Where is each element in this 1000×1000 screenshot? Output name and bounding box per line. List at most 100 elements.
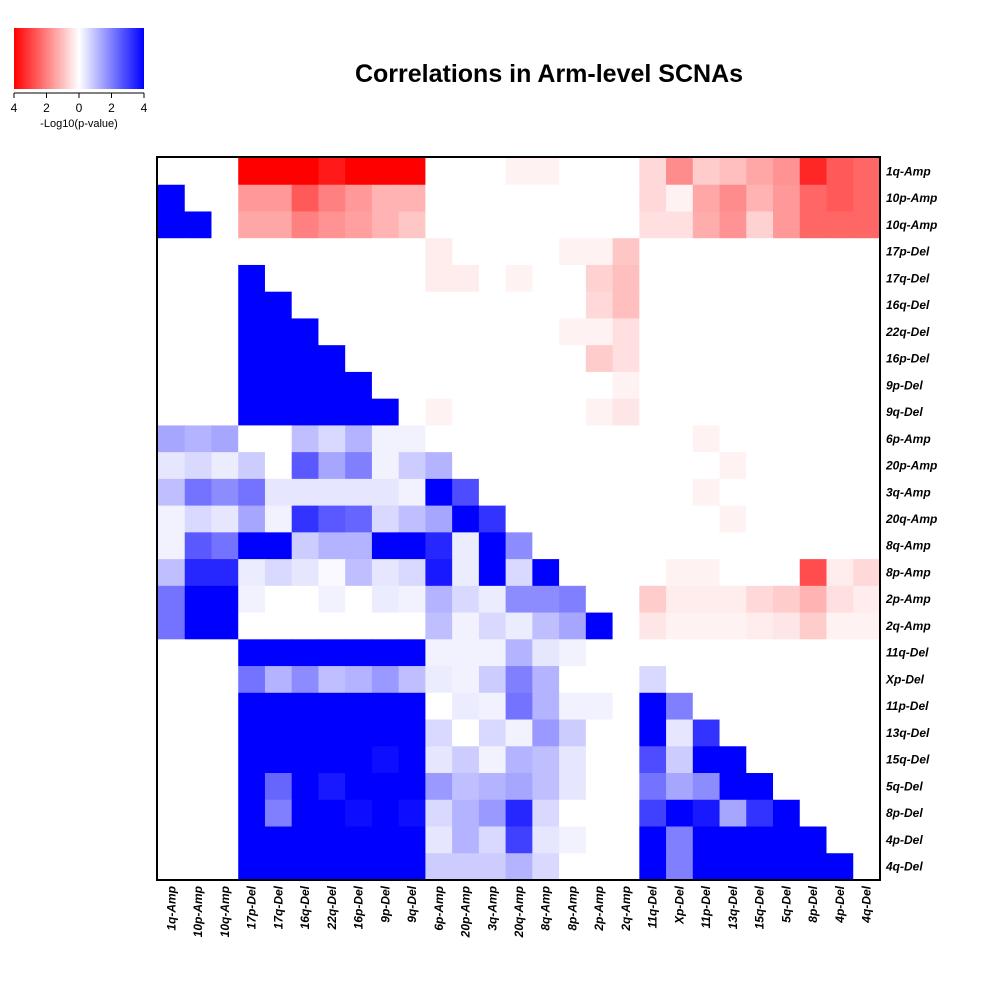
heatmap-cell — [291, 773, 320, 801]
heatmap-cell — [612, 425, 640, 453]
heatmap-cell — [585, 158, 614, 186]
heatmap-cell — [719, 478, 747, 507]
heatmap-cell — [826, 559, 854, 587]
heatmap-cell — [478, 158, 507, 186]
row-label: 9p-Del — [886, 378, 923, 392]
heatmap-cell — [853, 773, 881, 801]
heatmap-cell — [692, 291, 721, 320]
heatmap-cell — [532, 799, 560, 828]
heatmap-cell — [719, 158, 747, 186]
column-label: 22q-Del — [325, 885, 339, 930]
heatmap-cell — [291, 799, 320, 828]
heatmap-cell — [773, 291, 801, 320]
heatmap-cell — [371, 238, 400, 266]
heatmap-cell — [692, 666, 721, 694]
heatmap-cell — [853, 719, 881, 747]
column-label: 16p-Del — [352, 885, 366, 929]
heatmap-cell — [371, 826, 400, 854]
heatmap-cell — [559, 532, 587, 560]
heatmap-cell — [826, 532, 854, 560]
heatmap-cell — [184, 799, 213, 828]
heatmap-cell — [452, 318, 480, 346]
heatmap-cell — [692, 826, 721, 854]
column-label: 16q-Del — [298, 885, 312, 929]
heatmap-cell — [238, 318, 266, 346]
heatmap-cell — [559, 666, 587, 694]
heatmap-cell — [211, 746, 239, 774]
heatmap-cell — [291, 478, 320, 507]
heatmap-cell — [666, 398, 694, 426]
heatmap-cell — [264, 398, 293, 426]
heatmap-cell — [585, 692, 614, 721]
heatmap-cell — [559, 184, 587, 213]
heatmap-cell — [773, 345, 801, 373]
heatmap-cell — [826, 345, 854, 373]
heatmap-cell — [158, 452, 186, 480]
heatmap-cell — [853, 612, 881, 640]
heatmap-cell — [639, 264, 667, 293]
heatmap-cell — [158, 238, 186, 266]
heatmap-cell — [238, 478, 266, 507]
heatmap-cell — [452, 559, 480, 587]
heatmap-cell — [371, 585, 400, 614]
heatmap-cell — [238, 425, 266, 453]
heatmap-cell — [345, 719, 373, 747]
heatmap-cell — [559, 853, 587, 881]
heatmap-cell — [158, 291, 186, 320]
row-label: 20q-Amp — [885, 512, 937, 526]
heatmap-cell — [425, 639, 453, 667]
heatmap-cell — [719, 532, 747, 560]
heatmap-cell — [452, 639, 480, 667]
row-label: 20p-Amp — [885, 459, 937, 473]
heatmap-cell — [452, 719, 480, 747]
heatmap-cell — [799, 452, 828, 480]
heatmap-cell — [532, 719, 560, 747]
heatmap-cell — [318, 585, 346, 614]
heatmap-cell — [719, 425, 747, 453]
heatmap-cell — [746, 478, 774, 507]
heatmap-cell — [612, 371, 640, 400]
heatmap-cell — [345, 184, 373, 213]
row-label: 16p-Del — [886, 352, 930, 366]
heatmap-cell — [666, 773, 694, 801]
row-label: 2p-Amp — [885, 592, 931, 606]
heatmap-cell — [211, 692, 239, 721]
heatmap-cell — [452, 505, 480, 533]
heatmap-cell — [639, 746, 667, 774]
heatmap-cell — [692, 478, 721, 507]
heatmap-cell — [692, 184, 721, 213]
heatmap-cell — [478, 666, 507, 694]
heatmap-cell — [264, 799, 293, 828]
heatmap-cell — [264, 345, 293, 373]
heatmap-cell — [853, 345, 881, 373]
heatmap-cell — [666, 264, 694, 293]
heatmap-cell — [639, 692, 667, 721]
heatmap-cell — [585, 264, 614, 293]
heatmap-cell — [612, 692, 640, 721]
heatmap-cell — [585, 773, 614, 801]
heatmap-cell — [264, 773, 293, 801]
heatmap-cell — [719, 345, 747, 373]
heatmap-cell — [345, 158, 373, 186]
heatmap-cell — [585, 452, 614, 480]
heatmap-cell — [371, 853, 400, 881]
heatmap-cell — [585, 345, 614, 373]
heatmap-cell — [505, 585, 533, 614]
heatmap-cell — [264, 692, 293, 721]
heatmap-cell — [452, 398, 480, 426]
heatmap-cell — [371, 291, 400, 320]
heatmap-cell — [559, 425, 587, 453]
heatmap-cell — [238, 853, 266, 881]
heatmap-cell — [746, 692, 774, 721]
heatmap-cell — [425, 398, 453, 426]
heatmap-cell — [478, 719, 507, 747]
heatmap-cell — [505, 612, 533, 640]
heatmap-cell — [478, 799, 507, 828]
heatmap-cell — [478, 291, 507, 320]
heatmap-cell — [238, 398, 266, 426]
heatmap-cell — [612, 826, 640, 854]
heatmap-cells — [158, 158, 881, 881]
heatmap-cell — [238, 158, 266, 186]
heatmap-cell — [345, 826, 373, 854]
heatmap-cell — [799, 398, 828, 426]
